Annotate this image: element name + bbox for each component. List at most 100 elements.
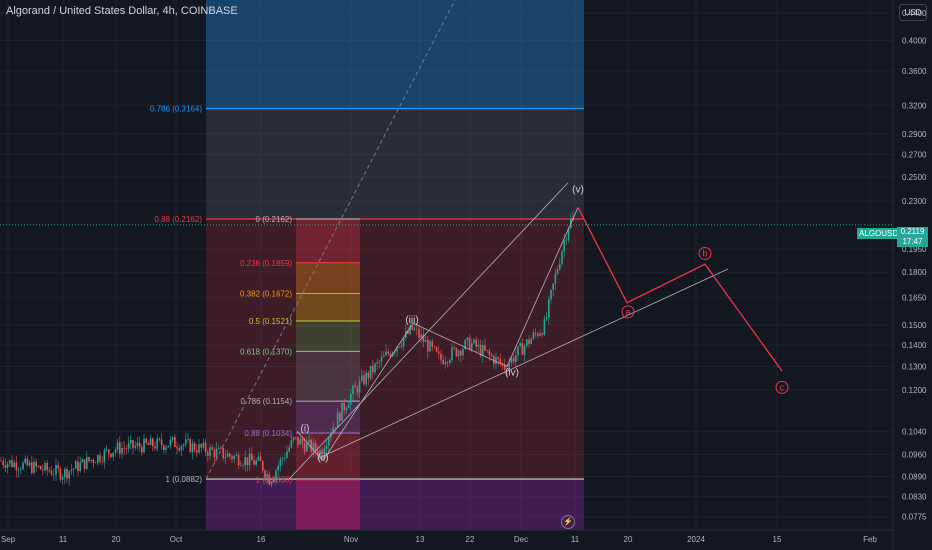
candle-body — [512, 357, 515, 362]
candle-body — [26, 458, 29, 466]
candle-body — [308, 439, 310, 443]
fib-zone-inner — [296, 219, 360, 263]
candle-body — [347, 404, 350, 408]
candle-body — [103, 450, 106, 462]
candle-body — [88, 457, 90, 461]
fib-zone — [206, 0, 584, 109]
candle-body — [273, 478, 275, 483]
forecast-path — [577, 207, 783, 372]
candle-body — [418, 328, 420, 338]
fib-inner-label: 0.236 (0.1859) — [240, 259, 292, 268]
candle-body — [121, 447, 123, 454]
candle-body — [149, 438, 152, 445]
candle-body — [83, 459, 86, 470]
candle-body — [451, 347, 453, 360]
lightning-icon[interactable]: ⚡ — [561, 515, 575, 529]
candle-body — [462, 348, 464, 356]
candle-body — [504, 363, 506, 370]
y-tick-label: 0.1200 — [902, 386, 927, 395]
y-tick-label: 0.3200 — [902, 101, 927, 110]
candle-body — [270, 482, 273, 485]
candle-body — [193, 443, 196, 451]
last-price-value: 0.2119 — [900, 227, 925, 236]
y-tick-label: 0.1300 — [902, 363, 927, 372]
candle-body — [528, 339, 530, 345]
candle-body — [345, 407, 348, 411]
x-tick-label: 20 — [624, 535, 633, 544]
candle-body — [200, 444, 202, 448]
candle-body — [6, 463, 9, 468]
candle-body — [473, 339, 475, 344]
candle-body — [17, 469, 20, 471]
candle-body — [319, 450, 321, 456]
fib-inner-label: 0.88 (0.1034) — [244, 429, 292, 438]
candle-body — [526, 339, 528, 346]
x-tick-label: Feb — [863, 535, 877, 544]
candle-body — [127, 443, 130, 449]
candle-body — [284, 458, 286, 459]
candle-body — [185, 439, 187, 445]
candle-body — [132, 440, 134, 448]
x-tick-label: Nov — [344, 535, 358, 544]
candle-body — [477, 344, 480, 347]
candle-body — [563, 240, 565, 252]
candle-body — [556, 269, 559, 274]
candle-body — [295, 436, 297, 438]
candle-body — [110, 453, 112, 457]
candle-body — [105, 449, 108, 451]
symbol-badge: ALGOUSD — [857, 228, 901, 239]
candle-body — [167, 445, 169, 448]
candle-body — [325, 445, 328, 449]
candle-body — [402, 337, 405, 347]
candle-body — [154, 446, 156, 449]
candle-body — [176, 446, 178, 449]
chart-title: Algorand / United States Dollar, 4h, COI… — [6, 5, 238, 17]
candle-body — [224, 456, 227, 458]
fib-zones — [206, 0, 584, 530]
candle-body — [508, 363, 510, 371]
currency-button[interactable]: USD — [899, 4, 927, 21]
candle-body — [433, 346, 436, 348]
candle-body — [46, 463, 48, 471]
candle-body — [350, 394, 352, 405]
price-axis[interactable]: 0.4400 0.4000 0.3600 0.3200 0.2900 0.2700 0.25… — [892, 0, 927, 550]
candle-body — [288, 447, 290, 452]
candle-series — [0, 211, 574, 488]
candle-body — [237, 455, 240, 466]
candle-body — [48, 470, 51, 472]
candle-body — [116, 442, 119, 450]
candle-body — [420, 334, 422, 338]
candle-body — [376, 362, 378, 364]
candle-body — [545, 317, 548, 320]
candle-body — [92, 459, 95, 463]
candle-body — [299, 439, 301, 445]
candle-body — [28, 462, 31, 466]
candle-body — [328, 437, 330, 446]
candle-body — [2, 460, 4, 465]
x-tick-label: 20 — [112, 535, 121, 544]
time-axis[interactable]: Sep 11 20 Oct 16 Nov 13 22 Dec 11 20 2024 15 Feb — [0, 529, 893, 544]
wave-circle — [621, 305, 635, 319]
fib-zone — [206, 108, 584, 220]
candle-body — [220, 447, 222, 449]
candle-body — [501, 363, 504, 364]
candle-body — [90, 459, 92, 461]
x-tick-label: Oct — [170, 535, 183, 544]
candle-body — [75, 461, 77, 469]
candle-body — [189, 439, 191, 453]
wave-label: (v) — [572, 184, 584, 195]
candle-body — [510, 357, 513, 364]
candle-body — [99, 454, 101, 462]
x-tick-label: 2024 — [687, 535, 705, 544]
candle-body — [286, 451, 288, 459]
trend-lines — [205, 0, 783, 480]
fib-zone-inner — [296, 262, 360, 294]
y-tick-label: 0.1500 — [902, 321, 927, 330]
candle-body — [248, 453, 251, 466]
candle-body — [125, 448, 128, 449]
candle-body — [297, 436, 299, 445]
candle-body — [158, 438, 161, 440]
candle-body — [42, 469, 44, 471]
candle-body — [33, 461, 35, 474]
